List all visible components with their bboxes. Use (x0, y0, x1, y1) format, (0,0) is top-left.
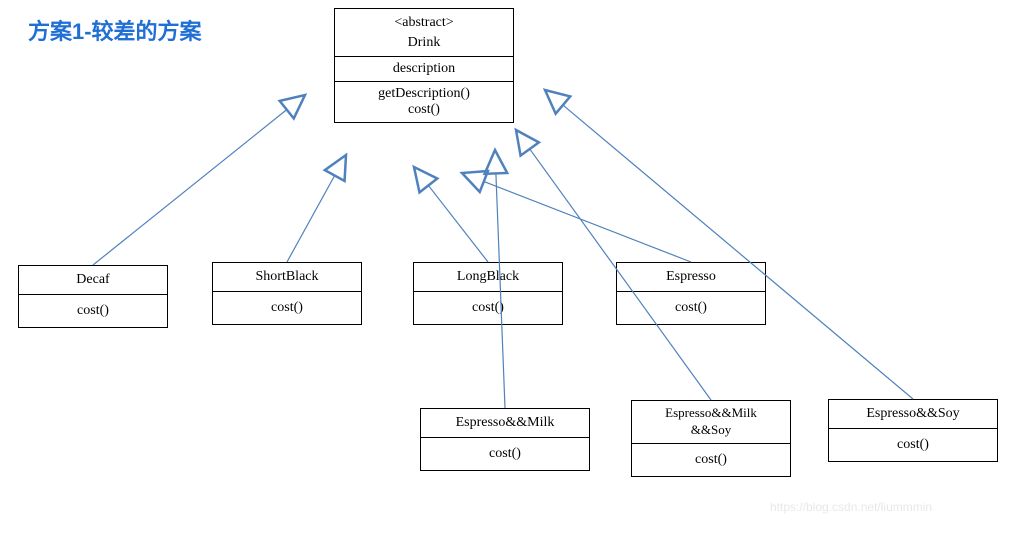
uml-inheritance-line (484, 182, 691, 262)
uml-class-espresso-soy: Espresso&&Soycost() (828, 399, 998, 462)
uml-attributes: description (335, 57, 513, 82)
uml-class-shortblack: ShortBlackcost() (212, 262, 362, 325)
uml-method: cost() (617, 292, 765, 324)
uml-inheritance-line (93, 110, 286, 265)
uml-class-longblack: LongBlackcost() (413, 262, 563, 325)
diagram-title: 方案1-较差的方案 (28, 14, 202, 46)
uml-inheritance-line (563, 105, 913, 399)
uml-class-name-line: Espresso&&Milk (640, 405, 782, 422)
uml-method: cost() (414, 292, 562, 324)
uml-class-espresso: Espressocost() (616, 262, 766, 325)
uml-inheritance-line (287, 176, 334, 262)
uml-method: cost() (343, 102, 505, 118)
uml-method: cost() (19, 295, 167, 327)
uml-method: getDescription() (343, 86, 505, 102)
uml-class-name: Decaf (19, 266, 167, 295)
uml-class-name: Espresso (617, 263, 765, 292)
uml-class-name: ShortBlack (213, 263, 361, 292)
uml-inheritance-arrowhead (325, 155, 346, 181)
uml-method: cost() (829, 429, 997, 461)
uml-class-espresso-milk-soy: Espresso&&Milk&&Soycost() (631, 400, 791, 477)
uml-class-name: Espresso&&Milk&&Soy (632, 401, 790, 444)
uml-class-name: Espresso&&Soy (829, 400, 997, 429)
uml-method: cost() (632, 444, 790, 476)
uml-inheritance-arrowhead (485, 150, 508, 174)
uml-method: cost() (213, 292, 361, 324)
uml-class-decaf: Decafcost() (18, 265, 168, 328)
uml-inheritance-arrowhead (516, 130, 539, 156)
uml-inheritance-arrowhead (545, 90, 570, 114)
uml-method: cost() (421, 438, 589, 470)
uml-class-espresso-milk: Espresso&&Milkcost() (420, 408, 590, 471)
uml-class-abstract-drink: <abstract> Drink description getDescript… (334, 8, 514, 123)
uml-inheritance-line (429, 186, 488, 262)
uml-inheritance-arrowhead (280, 95, 305, 118)
uml-class-name: Drink (343, 33, 505, 53)
uml-class-header: <abstract> Drink (335, 9, 513, 57)
uml-methods: getDescription() cost() (335, 82, 513, 122)
uml-inheritance-arrowhead (462, 171, 488, 192)
uml-class-name: LongBlack (414, 263, 562, 292)
uml-inheritance-arrowhead (414, 167, 437, 192)
watermark-text: https://blog.csdn.net/liummmin (770, 500, 932, 514)
uml-stereotype: <abstract> (343, 13, 505, 33)
uml-class-name: Espresso&&Milk (421, 409, 589, 438)
uml-class-name-line: &&Soy (640, 422, 782, 439)
